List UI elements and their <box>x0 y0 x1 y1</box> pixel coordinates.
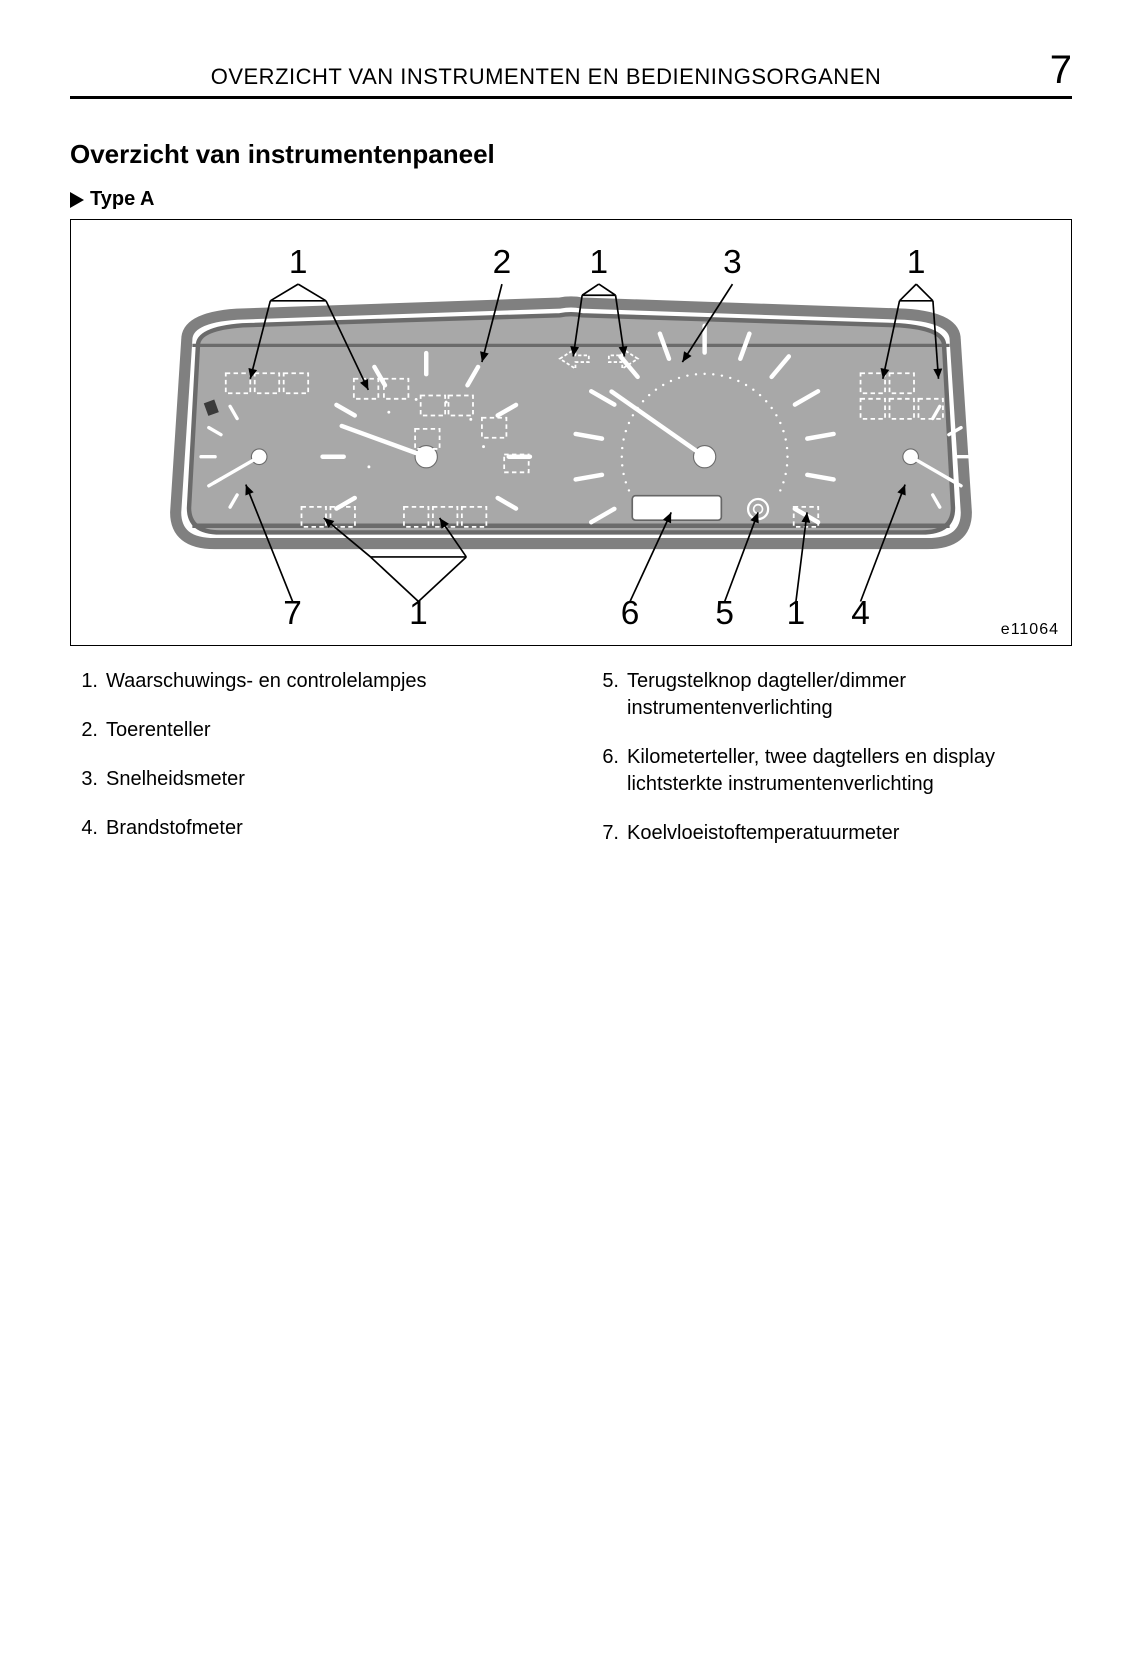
legend-text: Koelvloeistoftemperatuurmeter <box>627 820 899 847</box>
legend-column-right: 5.Terugstelknop dagteller/dimmer instrum… <box>591 668 1072 869</box>
image-reference-id: e11064 <box>1001 621 1059 639</box>
legend-number: 2. <box>70 717 98 744</box>
section-title: Overzicht van instrumentenpaneel <box>70 139 1072 170</box>
legend-item: 2. Toerenteller <box>70 717 551 744</box>
instrument-panel-svg: 12131716514 <box>81 234 1061 635</box>
legend-text: Terugstelknop dagteller/dimmer instrumen… <box>627 668 1072 722</box>
instrument-panel-diagram: 12131716514 e11064 <box>70 219 1072 646</box>
legend-text: Toerenteller <box>106 717 211 744</box>
page-number: 7 <box>1022 50 1072 90</box>
type-label-row: Type A <box>70 188 1072 211</box>
legend-column-left: 1. Waarschuwings- en controlelampjes 2. Toe… <box>70 668 551 869</box>
legend-text: Kilometerteller, twee dagtellers en disp… <box>627 744 1072 798</box>
type-label: Type A <box>90 188 154 211</box>
svg-text:1: 1 <box>409 595 428 632</box>
legend-text: Brandstofmeter <box>106 815 243 842</box>
legend-number: 6. <box>591 744 619 798</box>
svg-text:2: 2 <box>493 244 512 281</box>
legend-item: 6.Kilometerteller, twee dagtellers en di… <box>591 744 1072 798</box>
legend-number: 7. <box>591 820 619 847</box>
legend-item: 4. Brandstofmeter <box>70 815 551 842</box>
legend-item: 3. Snelheidsmeter <box>70 766 551 793</box>
legend-number: 1. <box>70 668 98 695</box>
page-header: OVERZICHT VAN INSTRUMENTEN EN BEDIENINGS… <box>70 50 1072 99</box>
legend-number: 4. <box>70 815 98 842</box>
triangle-right-icon <box>70 192 84 208</box>
legend-text: Snelheidsmeter <box>106 766 245 793</box>
svg-text:3: 3 <box>723 244 742 281</box>
legend: 1. Waarschuwings- en controlelampjes 2. Toe… <box>70 668 1072 869</box>
svg-text:1: 1 <box>590 244 609 281</box>
legend-item: 5.Terugstelknop dagteller/dimmer instrum… <box>591 668 1072 722</box>
legend-number: 3. <box>70 766 98 793</box>
svg-text:1: 1 <box>907 244 926 281</box>
header-title: OVERZICHT VAN INSTRUMENTEN EN BEDIENINGS… <box>70 64 1022 90</box>
legend-number: 5. <box>591 668 619 722</box>
svg-text:1: 1 <box>289 244 308 281</box>
legend-text: Waarschuwings- en controlelampjes <box>106 668 427 695</box>
legend-item: 1. Waarschuwings- en controlelampjes <box>70 668 551 695</box>
legend-item: 7. Koelvloeistoftemperatuurmeter <box>591 820 1072 847</box>
